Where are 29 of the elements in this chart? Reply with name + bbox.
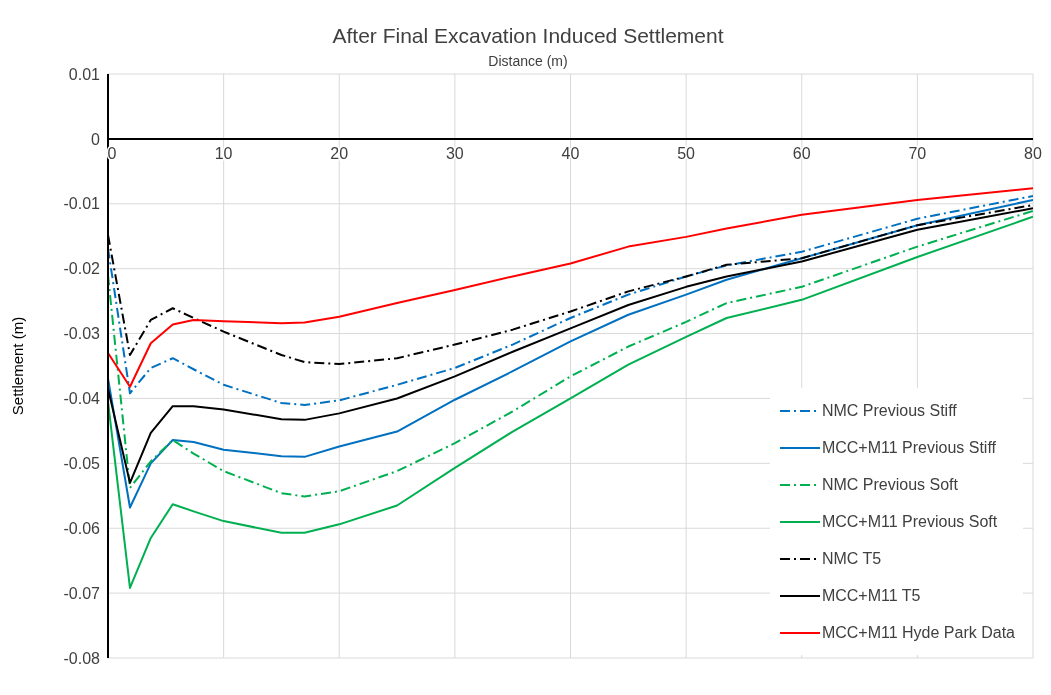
legend-label: MCC+M11 T5 <box>821 586 921 605</box>
y-tick-label: -0.04 <box>63 390 101 408</box>
x-tick-label: 40 <box>561 144 580 162</box>
y-tick-label: 0.01 <box>68 65 101 83</box>
y-tick-label: -0.01 <box>63 195 101 213</box>
x-tick-label: 20 <box>330 144 349 162</box>
y-axis-title: Settlement (m) <box>9 316 27 416</box>
y-tick-label: 0 <box>91 130 101 148</box>
x-tick-label: 50 <box>677 144 696 162</box>
y-tick-label: -0.03 <box>63 325 101 343</box>
legend-label: NMC Previous Stiff <box>821 401 957 420</box>
legend-label: NMC Previous Soft <box>821 475 958 494</box>
y-tick-label: -0.02 <box>63 260 101 278</box>
legend-label: MCC+M11 Previous Soft <box>821 512 998 531</box>
legend-label: NMC T5 <box>821 549 882 568</box>
chart-title: After Final Excavation Induced Settlement <box>331 23 725 49</box>
y-tick-label: -0.06 <box>63 519 101 537</box>
x-tick-label: 30 <box>445 144 464 162</box>
line-series <box>108 215 1033 589</box>
y-tick-label: -0.08 <box>63 649 101 667</box>
legend-label: MCC+M11 Previous Stiff <box>821 438 997 457</box>
x-tick-label: 80 <box>1024 144 1042 162</box>
x-tick-label: 10 <box>214 144 233 162</box>
legend-label: MCC+M11 Hyde Park Data <box>821 623 1015 642</box>
x-tick-label: 70 <box>908 144 927 162</box>
x-axis-title: Distance (m) <box>488 53 568 69</box>
y-tick-label: -0.07 <box>63 584 101 602</box>
y-tick-label: -0.05 <box>63 455 101 473</box>
x-tick-label: 60 <box>792 144 811 162</box>
